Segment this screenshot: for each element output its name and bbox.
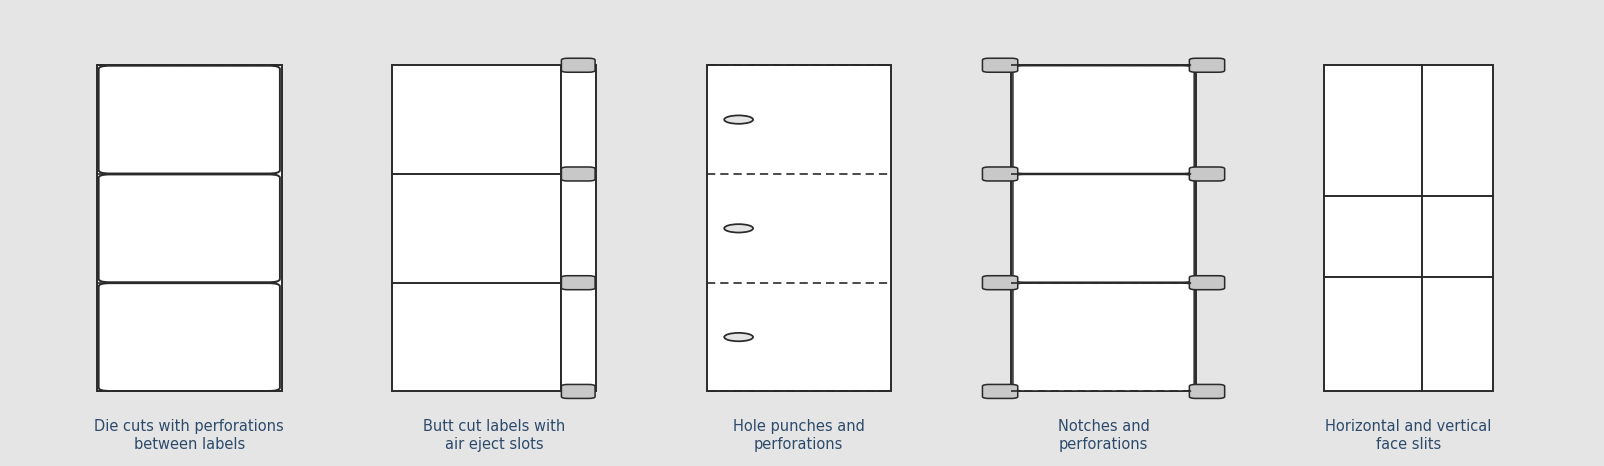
Circle shape [725,116,754,124]
FancyBboxPatch shape [1189,384,1225,398]
FancyBboxPatch shape [1014,66,1193,173]
FancyBboxPatch shape [561,276,595,290]
Text: Horizontal and vertical
face slits: Horizontal and vertical face slits [1325,419,1492,452]
Text: Notches and
perforations: Notches and perforations [1057,419,1150,452]
FancyBboxPatch shape [1189,276,1225,290]
FancyBboxPatch shape [98,66,279,173]
FancyBboxPatch shape [561,65,597,391]
Circle shape [725,333,754,341]
Circle shape [725,224,754,233]
FancyBboxPatch shape [1014,174,1193,282]
Text: Butt cut labels with
air eject slots: Butt cut labels with air eject slots [423,419,565,452]
FancyBboxPatch shape [1189,167,1225,181]
FancyBboxPatch shape [98,283,279,391]
FancyBboxPatch shape [982,276,1017,290]
FancyBboxPatch shape [561,167,595,181]
FancyBboxPatch shape [1014,283,1193,391]
FancyBboxPatch shape [561,384,595,398]
FancyBboxPatch shape [1189,58,1225,72]
FancyBboxPatch shape [1325,65,1492,391]
Text: Hole punches and
perforations: Hole punches and perforations [733,419,865,452]
FancyBboxPatch shape [982,167,1017,181]
FancyBboxPatch shape [982,384,1017,398]
Text: Die cuts with perforations
between labels: Die cuts with perforations between label… [95,419,284,452]
FancyBboxPatch shape [706,65,892,391]
FancyBboxPatch shape [391,65,561,391]
FancyBboxPatch shape [1011,65,1195,391]
FancyBboxPatch shape [98,174,279,282]
FancyBboxPatch shape [982,58,1017,72]
FancyBboxPatch shape [96,65,282,391]
FancyBboxPatch shape [561,58,595,72]
